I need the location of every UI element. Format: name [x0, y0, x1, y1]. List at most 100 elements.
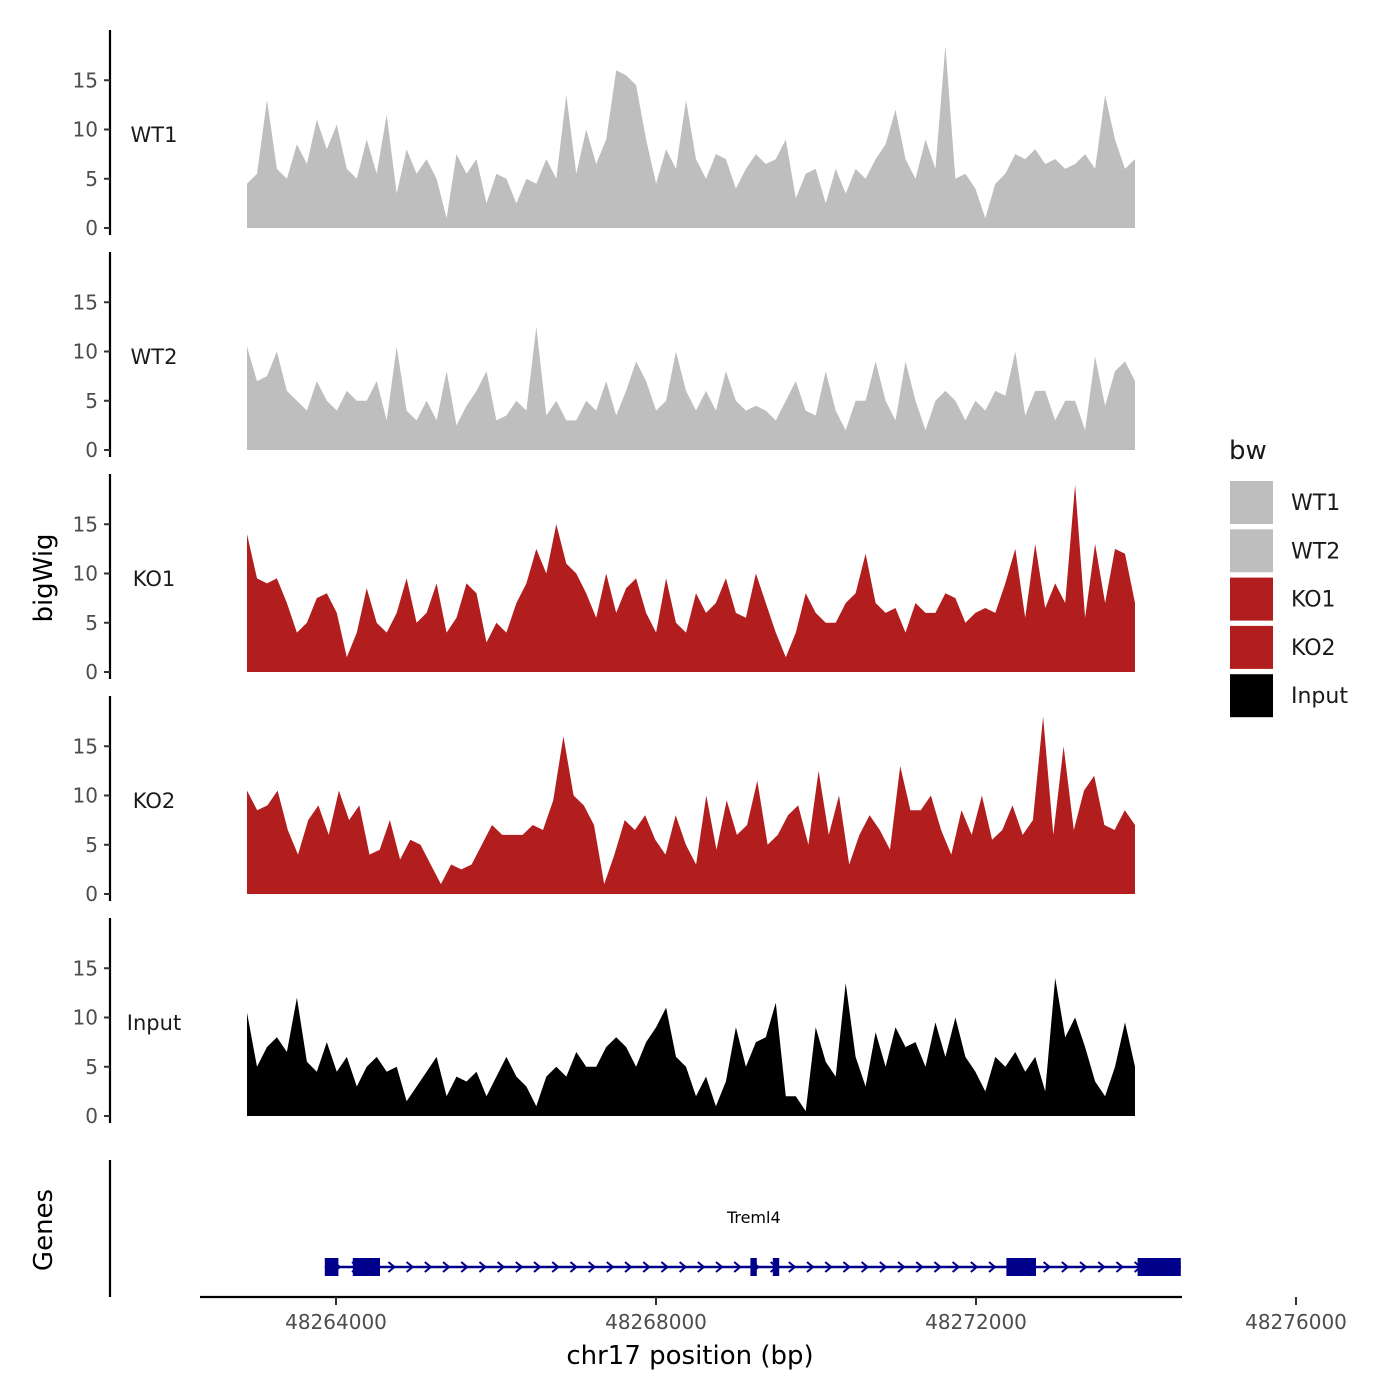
- y-tick-label: 5: [85, 833, 98, 857]
- genes-axis-title: Genes: [29, 1189, 59, 1271]
- legend-swatch: [1228, 575, 1275, 623]
- y-tick-label: 0: [85, 1104, 98, 1128]
- strand-arrow: [424, 1261, 433, 1273]
- strand-arrow: [1097, 1261, 1106, 1273]
- strand-arrow: [951, 1261, 961, 1273]
- gene-exon: [324, 1258, 339, 1276]
- x-tick-label: 48272000: [925, 1310, 1027, 1334]
- strand-arrow: [678, 1261, 688, 1273]
- legend-label: WT2: [1291, 539, 1340, 564]
- gene-track: Treml4: [108, 1160, 1181, 1297]
- track-label-wt1: WT1: [131, 123, 178, 147]
- gene-name-label: Treml4: [726, 1208, 781, 1227]
- y-tick-label: 5: [85, 389, 98, 413]
- strand-arrow: [806, 1261, 815, 1273]
- strand-arrow: [569, 1261, 578, 1273]
- coverage-area-ko1: [247, 484, 1135, 672]
- y-tick-label: 0: [85, 438, 98, 462]
- y-tick-label: 0: [85, 660, 98, 684]
- strand-arrow: [442, 1261, 451, 1273]
- y-tick-label: 15: [73, 734, 98, 758]
- strand-arrow: [1079, 1261, 1088, 1273]
- legend-entry-ko1: KO1: [1228, 575, 1336, 623]
- legend-entry-wt1: WT1: [1228, 479, 1340, 526]
- strand-arrow: [551, 1261, 560, 1273]
- x-axis-title: chr17 position (bp): [566, 1341, 813, 1371]
- strand-arrow: [879, 1261, 888, 1273]
- y-tick-label: 10: [73, 562, 98, 586]
- y-tick-label: 15: [73, 956, 98, 980]
- strand-arrow: [970, 1261, 979, 1273]
- strand-arrow: [988, 1261, 997, 1273]
- y-tick-label: 0: [85, 882, 98, 906]
- legend-swatch: [1228, 479, 1275, 526]
- x-tick-label: 48264000: [285, 1310, 387, 1334]
- coverage-area-input: [247, 978, 1135, 1116]
- y-tick-label: 0: [85, 216, 98, 240]
- y-tick-label: 10: [73, 340, 98, 364]
- legend-swatch: [1228, 672, 1275, 720]
- strand-arrow: [1042, 1261, 1052, 1273]
- strand-arrow: [842, 1261, 851, 1273]
- strand-arrow: [915, 1261, 924, 1273]
- strand-arrow: [587, 1261, 597, 1273]
- strand-arrow: [897, 1261, 906, 1273]
- track-label-ko1: KO1: [133, 567, 176, 591]
- legend-entry-input: Input: [1228, 672, 1348, 720]
- track-panels: 0 5 10 15 WT1 0 5 10 15 WT2 0 5 10 15 KO1 0 5 10 15 KO2 0 5 10…: [73, 30, 1135, 1128]
- strand-arrow: [606, 1261, 615, 1273]
- strand-arrow: [1115, 1261, 1124, 1273]
- strand-arrow: [788, 1261, 797, 1273]
- y-tick-label: 10: [73, 1006, 98, 1030]
- strand-arrow: [715, 1261, 724, 1273]
- legend-entry-wt2: WT2: [1228, 527, 1340, 575]
- gene-treml4: Treml4: [324, 1208, 1181, 1276]
- legend-label: KO1: [1291, 588, 1336, 613]
- y-tick-label: 10: [73, 118, 98, 142]
- coverage-area-ko2: [247, 716, 1135, 894]
- track-panel-ko2: 0 5 10 15 KO2: [73, 696, 1135, 906]
- x-tick-label: 48268000: [605, 1310, 707, 1334]
- gene-exon: [352, 1258, 380, 1276]
- legend-label: Input: [1291, 684, 1348, 709]
- legend-swatch: [1228, 623, 1275, 671]
- x-tick-label: 48276000: [1245, 1310, 1347, 1334]
- strand-arrow: [624, 1261, 633, 1273]
- legend-swatch: [1228, 527, 1275, 575]
- track-panel-input: 0 5 10 15 Input: [73, 918, 1135, 1128]
- gene-exon: [772, 1258, 780, 1276]
- legend-title: bw: [1229, 436, 1267, 466]
- y-tick-label: 5: [85, 1055, 98, 1079]
- legend-label: KO2: [1291, 636, 1336, 661]
- y-axis-title: bigWig: [29, 533, 59, 622]
- track-panel-ko1: 0 5 10 15 KO1: [73, 474, 1135, 684]
- strand-arrow: [860, 1261, 870, 1273]
- track-label-ko2: KO2: [133, 789, 176, 813]
- legend-label: WT1: [1291, 491, 1340, 516]
- y-tick-label: 15: [73, 512, 98, 536]
- y-tick-label: 10: [73, 784, 98, 808]
- strand-arrow: [387, 1261, 396, 1273]
- y-tick-label: 5: [85, 611, 98, 635]
- y-tick-label: 15: [73, 290, 98, 314]
- legend-entry-ko2: KO2: [1228, 623, 1336, 671]
- coverage-area-wt2: [247, 326, 1135, 450]
- track-panel-wt1: 0 5 10 15 WT1: [73, 30, 1135, 240]
- track-label-wt2: WT2: [131, 345, 178, 369]
- gene-exon: [1006, 1258, 1036, 1276]
- strand-arrow: [733, 1261, 742, 1273]
- strand-arrow: [478, 1261, 487, 1273]
- strand-arrow: [496, 1261, 506, 1273]
- y-tick-label: 5: [85, 167, 98, 191]
- strand-arrow: [405, 1261, 415, 1273]
- strand-arrow: [697, 1261, 706, 1273]
- strand-arrow: [642, 1261, 651, 1273]
- coverage-area-wt1: [247, 45, 1135, 228]
- track-panel-wt2: 0 5 10 15 WT2: [73, 252, 1135, 462]
- track-label-input: Input: [127, 1011, 181, 1035]
- strand-arrow: [533, 1261, 542, 1273]
- strand-arrow: [933, 1261, 942, 1273]
- strand-arrow: [460, 1261, 469, 1273]
- gene-exon: [750, 1258, 757, 1276]
